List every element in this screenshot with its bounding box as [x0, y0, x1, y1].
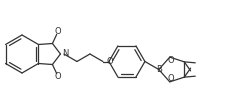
Text: O: O	[167, 74, 174, 83]
Text: O: O	[54, 72, 61, 81]
Text: N: N	[62, 49, 68, 59]
Text: O: O	[54, 27, 61, 36]
Text: B: B	[156, 65, 162, 74]
Text: O: O	[106, 57, 113, 66]
Text: O: O	[167, 56, 174, 65]
